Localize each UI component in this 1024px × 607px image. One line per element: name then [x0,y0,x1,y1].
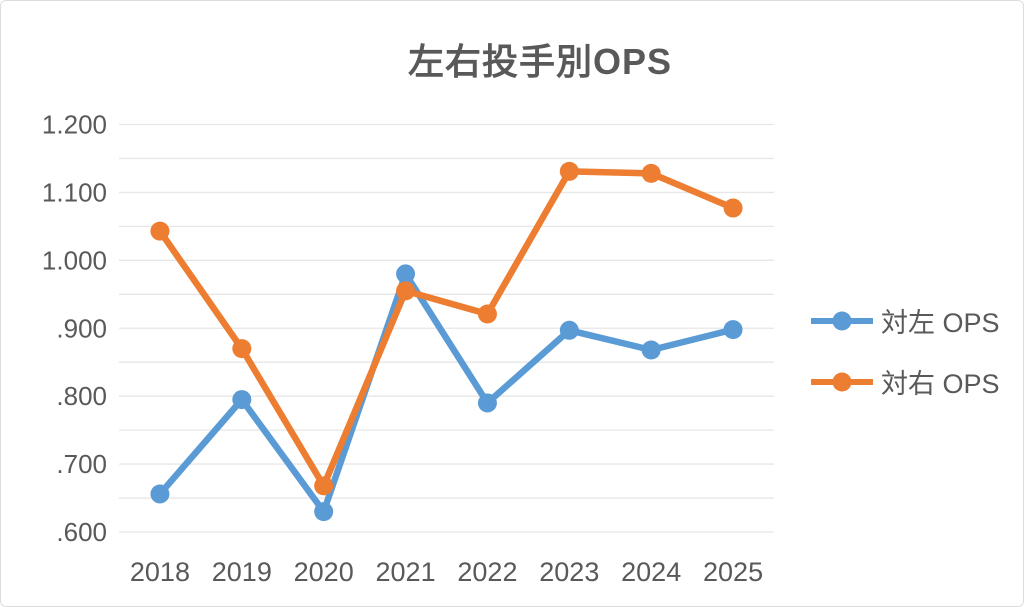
series-point-2023 [559,161,579,181]
series-line-vs-left [156,270,737,515]
series-line-vs-right [156,168,737,490]
legend-label: 対左 OPS [881,308,1000,338]
legend-line-marker-icon [811,311,873,330]
x-axis-tick-label: 2025 [703,557,763,587]
y-axis-tick-label: 1.000 [42,245,107,275]
series-point-2018 [150,221,170,241]
series-point-2021 [396,264,416,284]
y-axis-tick-label: 1.200 [42,110,107,140]
series-point-2019 [232,339,252,359]
series-point-2025 [723,198,743,218]
y-axis-tick-label: .800 [56,381,107,411]
legend-entry-vs-left: 対左 OPS [811,301,1000,340]
x-axis-tick-label: 2021 [376,557,436,587]
series-point-2018 [150,484,170,504]
x-axis-tick-label: 2024 [621,557,681,587]
x-axis-tick-label: 2022 [457,557,517,587]
series-point-2025 [723,320,743,340]
series-point-2024 [641,340,661,360]
series-point-2023 [559,320,579,340]
series-point-2022 [477,393,497,413]
x-axis-tick-label: 2018 [130,557,190,587]
y-axis-tick-label: .900 [56,313,107,343]
x-axis-tick-label: 2023 [539,557,599,587]
legend-line-marker-icon [811,372,873,391]
series-point-2020 [314,476,334,496]
x-axis-tick-label: 2019 [212,557,272,587]
series-point-2021 [396,281,416,301]
chart-legend: 対左 OPS 対右 OPS [811,301,1000,401]
x-axis-tick-label: 2020 [294,557,354,587]
legend-entry-vs-right: 対右 OPS [811,362,1000,401]
y-axis-tick-label: 1.100 [42,177,107,207]
series-point-2022 [477,304,497,324]
series-point-2019 [232,390,252,410]
legend-label: 対右 OPS [881,369,1000,399]
series-point-2020 [314,502,334,522]
y-axis-tick-label: .700 [56,449,107,479]
series-point-2024 [641,163,661,183]
chart-title: 左右投手別OPS [407,41,673,82]
y-axis-tick-label: .600 [56,517,107,547]
